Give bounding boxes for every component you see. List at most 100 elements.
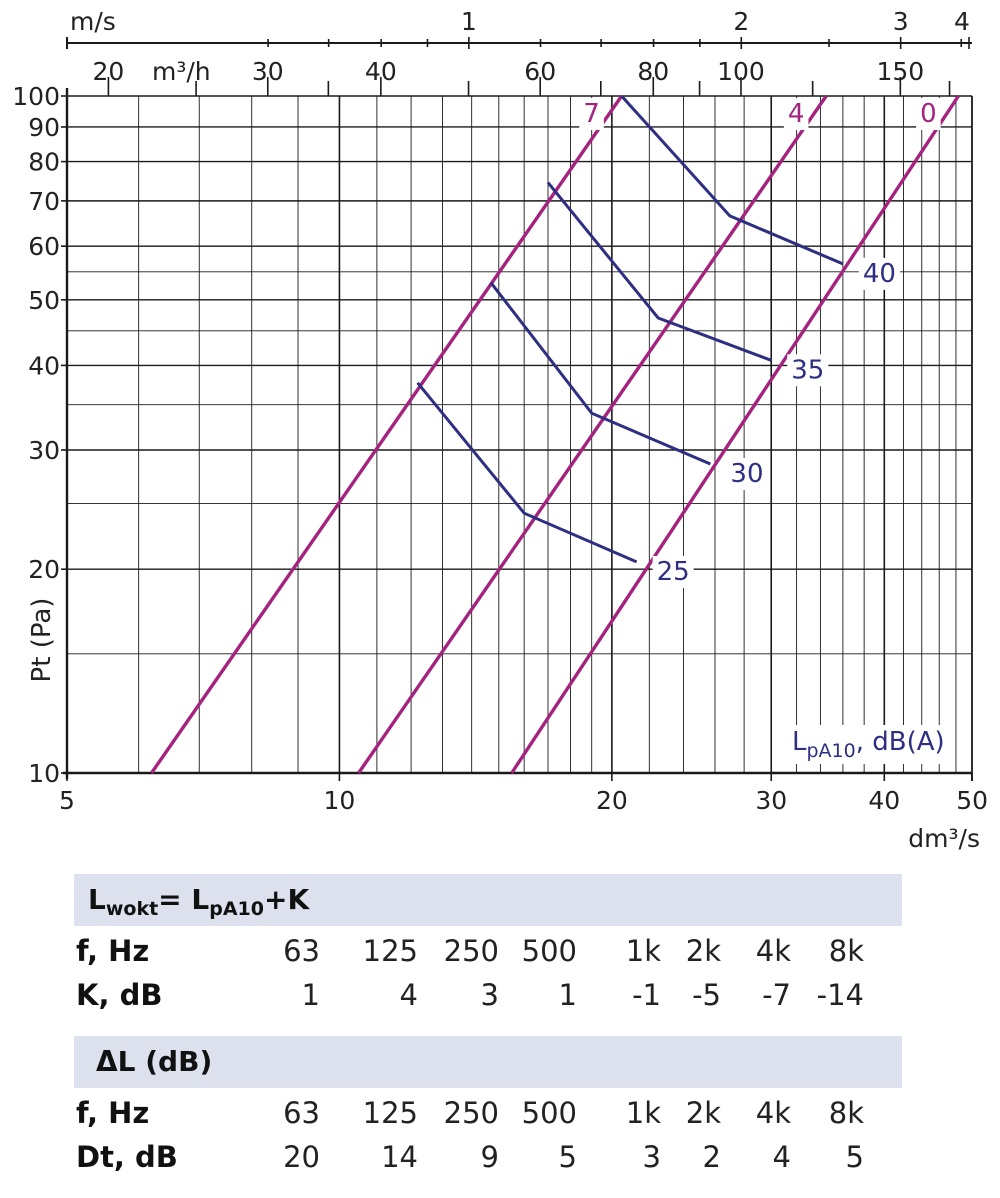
table-cell: 8k (828, 934, 864, 968)
k-title-main: L (88, 883, 106, 916)
sound-line-label-35: 35 (791, 355, 824, 385)
table-cell: 5 (845, 1140, 864, 1174)
table-cell: 8k (828, 1096, 864, 1130)
pressure-line-label-7-bg (579, 98, 604, 130)
y-axis-label: Pt (Pa) (27, 598, 57, 683)
y-tick-label-90: 90 (28, 113, 60, 142)
table-cell: 125 (362, 1096, 418, 1130)
y-tick-label-60: 60 (28, 232, 60, 261)
ms-axis-unit: m/s (70, 7, 116, 36)
m3h-tick-label-150: 150 (876, 57, 924, 86)
table-cell: 250 (443, 1096, 499, 1130)
m3h-tick-label-100: 100 (717, 57, 765, 86)
sound-lines-title: LpA10, dB(A) (792, 727, 945, 762)
sound-lines-title-bg (788, 725, 949, 764)
sound-title-subscript: pA10 (807, 740, 856, 762)
sound-line-30 (489, 281, 711, 466)
ms-tick-label-1: 1 (461, 7, 477, 36)
y-tick-label-20: 20 (28, 555, 60, 584)
table-cell: 500 (521, 934, 577, 968)
table-cell: 20 (283, 1140, 320, 1174)
table-cell: 4 (772, 1140, 791, 1174)
table-cell: 1 (301, 978, 320, 1012)
x-tick-label-5: 5 (59, 786, 75, 815)
table-cell: 5 (558, 1140, 577, 1174)
sound-line-label-30-bg (726, 458, 768, 491)
chart-text: LpA10, dB(A) (788, 725, 949, 764)
x-axis-unit: dm³/s (908, 824, 980, 853)
table-cell: 63 (283, 1096, 320, 1130)
sound-line-35 (546, 181, 772, 362)
pressure-line-0 (510, 95, 960, 774)
table-cell: 9 (480, 1140, 499, 1174)
m3h-tick-label-60: 60 (524, 57, 556, 86)
k-title-tail: +K (263, 883, 310, 916)
delta-l-table-row-dt: Dt, dB 20 14 9 5 3 2 4 5 (74, 1136, 902, 1180)
ms-tick-label-3: 3 (893, 7, 909, 36)
m3h-tick-label-20: 20 (93, 57, 125, 86)
table-cell: 2k (685, 934, 721, 968)
pressure-line-label-4-bg (783, 98, 809, 130)
sound-line-label-25-bg (652, 555, 694, 588)
x-tick-label-30: 30 (755, 786, 787, 815)
k-title-eq: = L (158, 883, 210, 916)
pressure-line-label-4: 4 (788, 99, 805, 129)
sound-level-lines: 25 30 35 40 (416, 94, 900, 588)
top-axes: m/s 1 2 3 4 20 30 40 60 80 100 150 m³/h (66, 7, 972, 96)
k-table-row-k: K, dB 1 4 3 1 -1 -5 -7 -14 (74, 974, 902, 1018)
table-cell: 4k (755, 1096, 791, 1130)
table-cell: 125 (362, 934, 418, 968)
table-cell: 250 (443, 934, 499, 968)
sound-line-label-35-bg (787, 354, 829, 387)
sound-line-label-40: 40 (863, 259, 896, 289)
x-tick-label-50: 50 (956, 786, 988, 815)
delta-l-table-title: ΔL (dB) (96, 1045, 213, 1078)
pressure-line-4 (357, 95, 828, 774)
pressure-line-label-7: 7 (583, 99, 600, 129)
table-cell: 1 (558, 978, 577, 1012)
delta-l-table-header: ΔL (dB) (74, 1036, 902, 1088)
table-cell: 3 (642, 1140, 661, 1174)
k-table-row-frequency: f, Hz 63 125 250 500 1k 2k 4k 8k (74, 930, 902, 974)
y-tick-label-30: 30 (28, 436, 60, 465)
table-cell: 4 (399, 978, 418, 1012)
table-cell: 63 (283, 934, 320, 968)
table-cell: -14 (816, 978, 864, 1012)
table-cell: 500 (521, 1096, 577, 1130)
sound-line-label-30: 30 (730, 459, 763, 489)
delta-l-table: ΔL (dB) f, Hz 63 125 250 500 1k 2k 4k 8k Dt, dB 2… (74, 1036, 902, 1180)
table-cell: -5 (692, 978, 721, 1012)
row-label: f, Hz (76, 934, 150, 968)
y-tick-label-50: 50 (28, 286, 60, 315)
y-tick-label-80: 80 (28, 148, 60, 177)
ms-tick-label-2: 2 (733, 7, 749, 36)
vertical-grid (66, 96, 973, 773)
pressure-line-7 (150, 95, 623, 774)
horizontal-grid (67, 95, 972, 774)
row-label: f, Hz (76, 1096, 150, 1130)
table-cell: 1k (625, 934, 661, 968)
sound-line-label-40-bg (858, 257, 900, 290)
y-tick-label-100: 100 (12, 82, 60, 111)
ms-tick-label-4: 4 (954, 7, 970, 36)
y-tick-label-40: 40 (28, 351, 60, 380)
k-title-sub2: pA10 (209, 898, 264, 920)
table-cell: -7 (762, 978, 791, 1012)
table-cell: 2k (685, 1096, 721, 1130)
k-title-sub: wokt (105, 898, 159, 920)
sound-title-part: L (792, 727, 807, 757)
row-label: Dt, dB (76, 1140, 178, 1174)
m3h-tick-label-30: 30 (252, 57, 284, 86)
sound-line-40 (620, 94, 844, 266)
table-cell: 1k (625, 1096, 661, 1130)
pressure-line-label-0-bg (916, 98, 941, 130)
m3h-axis-unit: m³/h (152, 57, 211, 86)
table-cell: 2 (702, 1140, 721, 1174)
pressure-line-label-0: 0 (920, 99, 937, 129)
axes (63, 88, 973, 781)
k-table-title: Lwokt= LpA10+K (88, 883, 309, 920)
bottom-axis-ticks: 5 10 20 30 40 50 dm³/s (59, 773, 988, 853)
